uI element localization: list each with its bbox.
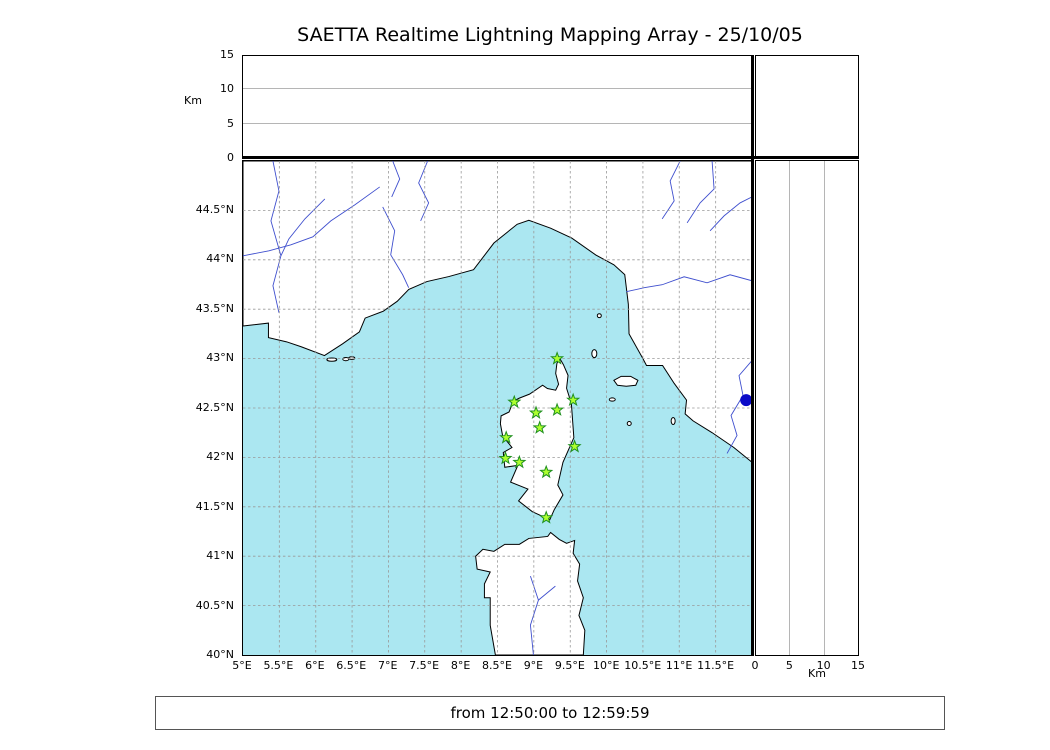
lat-tick-label: 44.5°N [195, 202, 234, 216]
station-marker [550, 402, 565, 416]
altitude-tick-label: 15 [220, 48, 234, 61]
lat-tick-label: 44°N [206, 252, 234, 265]
lon-tick-label: 9.5°E [554, 659, 585, 672]
station-marker [567, 439, 582, 453]
altitude-vs-longitude-panel [242, 55, 753, 158]
lon-tick-label: 11°E [665, 659, 693, 672]
altitude-right-tick-label: 5 [785, 659, 793, 672]
altitude-axis-label-right: Km [808, 667, 826, 680]
lat-tick-label: 43°N [206, 351, 234, 364]
blue-marker-dot [740, 394, 752, 407]
lat-tick-label: 41°N [206, 549, 234, 562]
station-marker [532, 420, 547, 434]
lat-tick-label: 41.5°N [195, 499, 234, 513]
station-marker [507, 394, 522, 409]
lon-tick-label: 6.5°E [336, 659, 367, 672]
station-marker [539, 464, 554, 479]
lat-tick-label: 40°N [206, 648, 234, 661]
lon-tick-label: 10.5°E [624, 659, 662, 672]
lat-tick-label: 43.5°N [195, 301, 234, 315]
corner-panel [755, 55, 859, 158]
lon-tick-label: 5.5°E [263, 659, 294, 672]
altitude-gridline [243, 122, 752, 124]
lat-tick-label: 42.5°N [195, 400, 234, 414]
station-marker [566, 392, 581, 407]
altitude-vs-latitude-panel [755, 160, 859, 656]
mainland-coast [243, 161, 752, 463]
lon-tick-label: 9°E [523, 659, 544, 672]
lon-tick-label: 6°E [305, 659, 325, 672]
station-marker [528, 405, 544, 419]
station-markers [498, 351, 582, 524]
lon-tick-label: 8°E [450, 659, 471, 672]
map-canvas [243, 161, 752, 655]
station-marker [539, 510, 554, 524]
lon-tick-label: 7.5°E [409, 659, 440, 672]
station-marker [499, 430, 514, 444]
lon-tick-label: 5°E [232, 659, 252, 672]
altitude-tick-label: 10 [220, 82, 234, 96]
altitude-gridline [243, 88, 752, 90]
figure-title: SAETTA Realtime Lightning Mapping Array … [297, 24, 803, 46]
lon-tick-label: 11.5°E [697, 659, 735, 672]
map-panel [242, 160, 753, 656]
time-range-text: from 12:50:00 to 12:59:59 [450, 704, 650, 722]
altitude-gridline [789, 161, 791, 655]
lon-tick-label: 7°E [377, 659, 398, 672]
panel-divider-horizontal [242, 156, 859, 159]
altitude-axis-label-top: Km [184, 94, 202, 107]
sardinia [475, 531, 586, 655]
lat-tick-label: 40.5°N [195, 598, 234, 612]
panel-divider-vertical [751, 55, 754, 656]
time-range-bar: from 12:50:00 to 12:59:59 [155, 696, 945, 730]
altitude-tick-label: 0 [227, 151, 234, 164]
lon-tick-label: 10°E [593, 659, 620, 672]
elba-island [613, 375, 639, 387]
station-marker [498, 450, 513, 465]
small-islands [326, 313, 676, 426]
altitude-tick-label: 5 [227, 116, 234, 130]
altitude-right-tick-label: 0 [751, 659, 759, 672]
station-marker [550, 351, 565, 365]
landmasses [243, 161, 752, 655]
lat-tick-label: 42°N [206, 450, 234, 463]
altitude-right-tick-label: 10 [816, 659, 831, 672]
lon-tick-label: 8.5°E [482, 659, 512, 672]
station-marker [512, 454, 527, 469]
altitude-right-tick-label: 15 [851, 659, 865, 672]
altitude-gridline [823, 161, 825, 655]
